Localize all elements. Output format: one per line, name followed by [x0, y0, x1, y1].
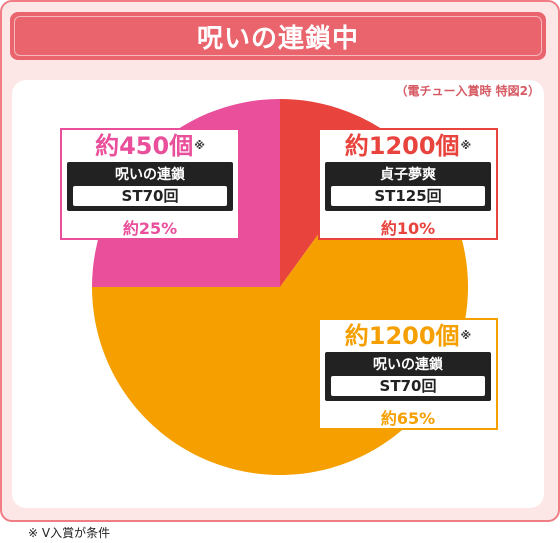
prize-amount: 約450個※ — [95, 132, 205, 160]
footnote: ※ V入賞が条件 — [28, 526, 111, 540]
st-count: ST125回 — [331, 186, 485, 206]
prize-amount: 約1200個※ — [344, 322, 472, 350]
mode-block: 貞子夢爽 ST125回 — [325, 162, 491, 211]
slice-label-box-noroi-65: 約1200個※ 呪いの連鎖 ST70回 約65% — [318, 318, 498, 430]
slice-percent: 約65% — [380, 409, 436, 428]
prize-amount: 約1200個※ — [344, 132, 472, 160]
mode-block: 呪いの連鎖 ST70回 — [67, 162, 233, 211]
mode-name: 貞子夢爽 — [380, 167, 436, 183]
slice-percent: 約10% — [380, 219, 436, 238]
st-count: ST70回 — [73, 186, 227, 206]
chart-subtitle: （電チュー入賞時 特図2） — [395, 84, 540, 98]
mode-block: 呪いの連鎖 ST70回 — [325, 352, 491, 401]
page-title: 呪いの連鎖中 — [10, 12, 546, 60]
slice-label-box-noroi-25: 約450個※ 呪いの連鎖 ST70回 約25% — [60, 128, 240, 240]
slice-percent: 約25% — [122, 219, 178, 238]
st-count: ST70回 — [331, 376, 485, 396]
mode-name: 呪いの連鎖 — [115, 167, 185, 183]
mode-name: 呪いの連鎖 — [373, 357, 443, 373]
slice-label-box-sadako: 約1200個※ 貞子夢爽 ST125回 約10% — [318, 128, 498, 240]
